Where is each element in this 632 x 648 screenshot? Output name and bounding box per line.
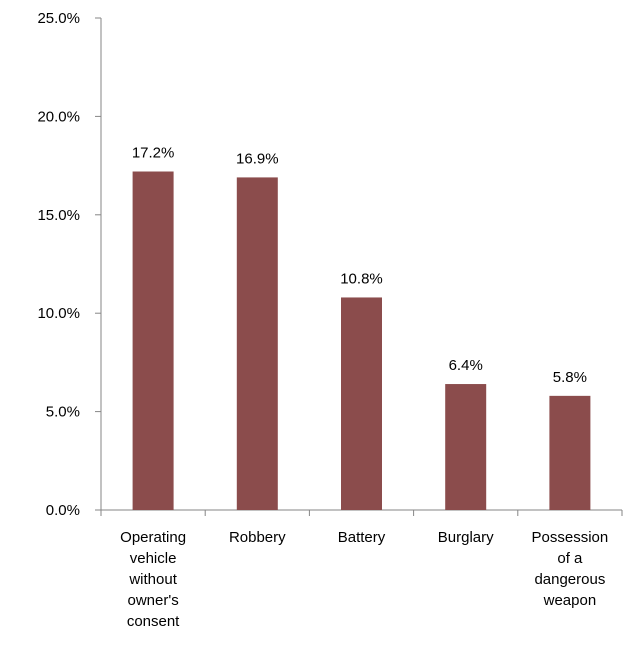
category-label-line: of a <box>557 550 583 567</box>
category-label: Possession of a dangerous weapon <box>532 529 609 609</box>
data-label: 6.4% <box>449 357 483 374</box>
category-label-line: consent <box>127 613 180 630</box>
bar <box>236 177 278 510</box>
category-label: Battery <box>338 529 386 546</box>
y-tick-label: 10.0% <box>37 305 80 322</box>
y-axis: 0.0% 5.0% 10.0% 15.0% 20.0% 25.0% <box>37 10 102 519</box>
y-tick-label: 15.0% <box>37 207 80 224</box>
bar <box>445 384 487 510</box>
data-label: 16.9% <box>236 150 279 167</box>
category-label-line: Robbery <box>229 529 286 546</box>
category-label-line: weapon <box>543 592 597 609</box>
x-axis <box>100 509 623 516</box>
bar <box>341 297 382 510</box>
data-label: 17.2% <box>132 145 175 162</box>
y-tick-label: 20.0% <box>37 108 80 125</box>
category-label: Burglary <box>438 529 494 546</box>
y-tick-label: 0.0% <box>46 502 80 519</box>
category-label-line: vehicle <box>130 550 177 567</box>
category-label-line: Burglary <box>438 529 494 546</box>
bar <box>132 171 174 510</box>
category-label-line: owner's <box>127 592 178 609</box>
category-label: Robbery <box>229 529 286 546</box>
category-label-line: without <box>128 571 177 588</box>
category-label-line: Possession <box>532 529 609 546</box>
category-labels: Operating vehicle without owner's consent Rob… <box>120 529 608 630</box>
bar <box>549 395 591 510</box>
data-label: 5.8% <box>553 369 587 386</box>
category-label-line: Operating <box>120 529 186 546</box>
data-labels: 17.2% 16.9% 10.8% 6.4% 5.8% <box>132 145 587 386</box>
category-label: Operating vehicle without owner's consent <box>120 529 186 630</box>
category-label-line: dangerous <box>534 571 605 588</box>
category-label-line: Battery <box>338 529 386 546</box>
y-tick-label: 5.0% <box>46 404 80 421</box>
bars <box>132 171 591 510</box>
data-label: 10.8% <box>340 270 383 287</box>
y-tick-label: 25.0% <box>37 10 80 27</box>
